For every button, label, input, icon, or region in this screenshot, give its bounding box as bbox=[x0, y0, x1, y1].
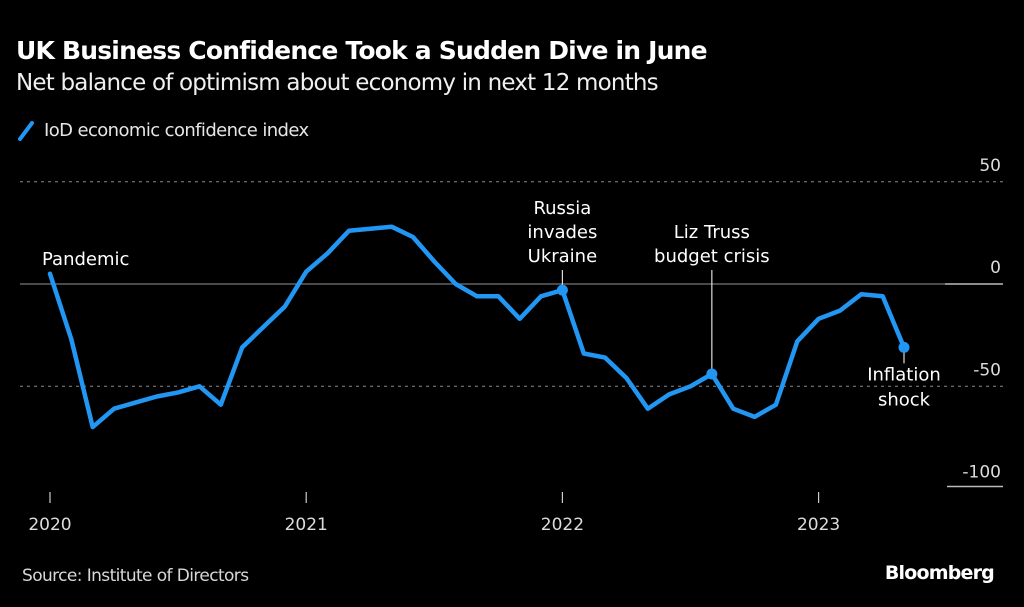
legend-line-icon bbox=[18, 120, 34, 141]
annotation-label: invades bbox=[527, 222, 597, 243]
chart-title: UK Business Confidence Took a Sudden Div… bbox=[16, 36, 708, 65]
annotation-pandemic: Pandemic bbox=[42, 249, 129, 270]
legend: IoD economic confidence index bbox=[16, 120, 309, 141]
legend-label: IoD economic confidence index bbox=[44, 120, 309, 141]
annotation-label: Liz Truss bbox=[674, 222, 750, 243]
y-tick-label: -50 bbox=[973, 360, 1001, 380]
annotation-label: budget crisis bbox=[654, 246, 770, 267]
annotation-label: Inflation bbox=[867, 364, 941, 385]
y-tick-label: 50 bbox=[979, 156, 1001, 176]
source-note: Source: Institute of Directors bbox=[22, 566, 249, 586]
x-tick-label: 2021 bbox=[285, 515, 328, 535]
annotation-label: Ukraine bbox=[528, 246, 598, 267]
series-line bbox=[47, 224, 907, 430]
annotation-label: Russia bbox=[533, 198, 591, 219]
bloomberg-logo: Bloomberg bbox=[884, 562, 995, 584]
annotation-label: shock bbox=[878, 389, 931, 410]
x-tick-label: 2022 bbox=[541, 515, 584, 535]
y-tick-label: -100 bbox=[962, 463, 1001, 483]
y-tick-label: 0 bbox=[990, 258, 1001, 278]
x-tick-label: 2020 bbox=[28, 515, 71, 535]
x-tick-label: 2023 bbox=[797, 515, 840, 535]
chart-subtitle: Net balance of optimism about economy in… bbox=[16, 70, 659, 96]
